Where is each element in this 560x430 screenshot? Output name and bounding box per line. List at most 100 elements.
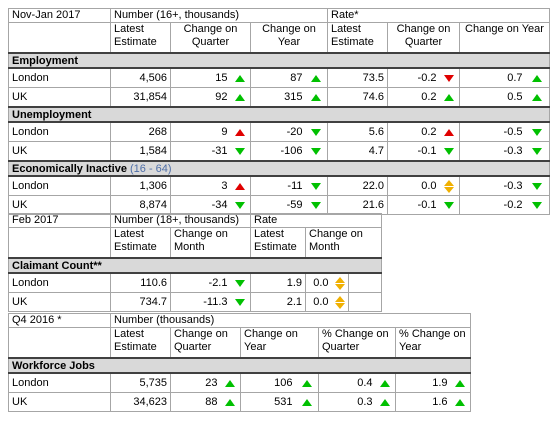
row-label: London: [8, 175, 111, 196]
period-header: Feb 2017: [8, 213, 111, 228]
row-label: UK: [8, 87, 111, 108]
table-row: Workforce Jobs: [7, 357, 472, 374]
table-row: UK 8,874 -34 -59 21.6 -0.1 -0.2: [8, 195, 551, 215]
value-cell: 4,506: [110, 67, 171, 88]
trend-arrow: [455, 379, 466, 387]
value-cell: 734.7: [110, 292, 171, 312]
column-header: Change on Quarter: [170, 327, 241, 359]
value-cell: 0.5: [459, 87, 526, 108]
trend-arrow: [380, 379, 391, 387]
column-header: Latest Estimate: [110, 327, 171, 359]
value-cell: -11.3: [170, 292, 231, 312]
table-row: London 268 9 -20 5.6 0.2 -0.5: [8, 121, 551, 142]
table-row: UK 31,854 92 315 74.6 0.2 0.5: [8, 87, 551, 108]
table-cell: [439, 121, 461, 142]
table-cell: [348, 272, 382, 293]
value-cell: -0.3: [459, 175, 526, 196]
value-cell: -59: [250, 195, 306, 215]
table-cell: [8, 327, 111, 359]
table-row: UK 1,584 -31 -106 4.7 -0.1 -0.3: [8, 141, 551, 162]
trend-arrow: [532, 74, 543, 82]
table-cell: [348, 292, 382, 312]
value-cell: 315: [250, 87, 306, 108]
table-cell: [230, 272, 251, 293]
table-cell: [305, 195, 329, 215]
table-cell: [305, 87, 329, 108]
table-cell: [525, 67, 551, 88]
value-cell: 268: [110, 121, 171, 142]
group-header: Number (18+, thousands): [110, 213, 251, 228]
column-header: Change on Month: [170, 227, 251, 259]
section-note: (16 - 64): [130, 162, 172, 175]
table-row: Latest Estimate Change on Quarter Change o…: [8, 327, 472, 359]
value-cell: 0.4: [318, 372, 376, 393]
trend-arrow: [334, 276, 345, 283]
table-cell: [230, 67, 251, 88]
column-header: Change on Quarter: [170, 22, 251, 54]
trend-arrow: [311, 201, 322, 209]
table-cell: [305, 141, 329, 162]
table-cell: [230, 121, 251, 142]
section-title: Unemployment: [7, 106, 551, 123]
row-label: London: [8, 272, 111, 293]
table-row: London 5,735 23 106 0.4 1.9: [8, 372, 472, 393]
trend-arrow: [311, 128, 322, 136]
column-header: Change on Year: [249, 22, 329, 54]
column-header: Latest Estimate: [250, 227, 306, 259]
value-cell: 0.2: [387, 121, 440, 142]
trend-arrow: [235, 279, 246, 287]
table-row: UK 734.7 -11.3 2.1 0.0: [8, 292, 382, 312]
trend-arrow: [444, 147, 455, 155]
value-cell: 92: [170, 87, 231, 108]
row-label: UK: [8, 141, 111, 162]
value-cell: 0.7: [459, 67, 526, 88]
period-header: Q4 2016 *: [8, 313, 111, 328]
table-cell: [295, 392, 319, 412]
row-label: UK: [8, 195, 111, 215]
group-header: Rate*: [327, 8, 551, 23]
section-title: Employment: [7, 52, 551, 69]
value-cell: -11: [250, 175, 306, 196]
table-cell: [439, 195, 461, 215]
column-header: % Change on Quarter: [318, 327, 396, 359]
value-cell: 110.6: [110, 272, 171, 293]
trend-arrow: [532, 93, 543, 101]
value-cell: 23: [170, 372, 221, 393]
table-cell: [331, 292, 349, 312]
trend-arrow: [311, 182, 322, 190]
trend-arrow: [455, 398, 466, 406]
table-row: Nov-Jan 2017 Number (16+, thousands) Rate*: [8, 8, 551, 23]
trend-arrow: [301, 379, 312, 387]
table-cell: [305, 175, 329, 196]
table-cell: [331, 272, 349, 293]
trend-arrow: [311, 93, 322, 101]
trend-arrow: [334, 295, 345, 302]
column-header: Latest Estimate: [110, 22, 171, 54]
group-header: Number (16+, thousands): [109, 8, 329, 23]
table-cell: [230, 87, 251, 108]
trend-arrow-pair: [334, 295, 345, 309]
trend-arrow: [334, 283, 345, 290]
trend-arrow: [444, 201, 455, 209]
table-row: Q4 2016 * Number (thousands): [8, 313, 472, 328]
table-row: Feb 2017 Number (18+, thousands) Rate: [8, 213, 382, 228]
table-row: Economically Inactive (16 - 64): [7, 160, 551, 177]
value-cell: 1.9: [395, 372, 451, 393]
value-cell: 106: [240, 372, 296, 393]
value-cell: 8,874: [110, 195, 171, 215]
value-cell: 1.9: [250, 272, 306, 293]
trend-arrow: [235, 74, 246, 82]
column-header: Change on Year: [240, 327, 319, 359]
table-cell: [305, 121, 329, 142]
value-cell: -0.1: [387, 195, 440, 215]
value-cell: -0.3: [459, 141, 526, 162]
table-cell: [230, 292, 251, 312]
trend-arrow: [444, 186, 455, 193]
trend-arrow-pair: [334, 276, 345, 290]
labour-market-table: Nov-Jan 2017 Number (16+, thousands) Rate*…: [7, 8, 551, 215]
claimant-table: Feb 2017 Number (18+, thousands) Rate Late…: [8, 213, 382, 312]
value-cell: -0.2: [387, 67, 440, 88]
table-cell: [525, 195, 551, 215]
table-cell: Economically Inactive (16 - 64): [7, 160, 551, 177]
